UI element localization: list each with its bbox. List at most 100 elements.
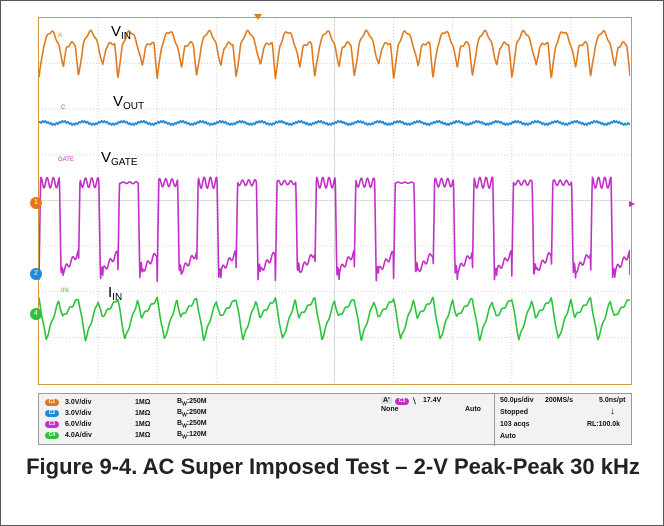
grid-horizontal-dot — [222, 63, 223, 65]
grid-vertical-dot — [215, 204, 217, 205]
grid-horizontal-dot — [54, 108, 55, 110]
grid-vertical-dot — [393, 348, 394, 349]
grid-vertical-dot — [97, 381, 99, 382]
trigger-readout[interactable]: A' C3 ⧵ 17.4V None Auto — [377, 396, 489, 414]
grid-horizontal-dot — [243, 154, 244, 156]
grid-horizontal-dot — [621, 291, 622, 293]
channel-row-1[interactable]: C1 3.0V/div 1MΩ BW:250M — [45, 397, 207, 408]
grid-vertical-dot — [97, 300, 99, 301]
grid-vertical-dot — [156, 324, 158, 325]
timebase-readout[interactable]: 50.0µs/div 200MS/s 5.0ns/pt Stopped ↓ 10… — [494, 394, 634, 446]
grid-vertical-dot — [511, 351, 513, 352]
grid-horizontal-dot — [453, 108, 454, 110]
grid-vertical-dot — [511, 147, 513, 148]
grid-horizontal-dot — [381, 245, 382, 247]
grid-vertical-dot — [393, 24, 394, 25]
grid-horizontal-dot — [627, 291, 628, 293]
grid-horizontal-dot — [546, 63, 547, 65]
grid-vertical-dot — [215, 147, 217, 148]
grid-horizontal-dot — [144, 63, 145, 65]
grid-vertical-dot — [452, 366, 454, 367]
grid-horizontal-dot — [135, 245, 136, 247]
grid-horizontal-dot — [453, 291, 454, 293]
grid-horizontal-dot — [501, 63, 502, 65]
grid-horizontal-dot — [153, 336, 154, 338]
channel-row-2[interactable]: C2 3.0V/div 1MΩ BW:250M — [45, 408, 207, 419]
grid-horizontal-dot — [504, 108, 505, 110]
grid-horizontal-dot — [591, 291, 592, 293]
grid-vertical-dot — [275, 69, 276, 70]
grid-horizontal-dot — [507, 154, 508, 156]
grid-horizontal-dot — [600, 63, 601, 65]
grid-vertical-dot — [215, 135, 217, 136]
grid-horizontal-dot — [222, 245, 223, 247]
grid-horizontal-dot — [132, 291, 133, 293]
grid-vertical-dot — [452, 276, 454, 277]
grid-horizontal-dot — [327, 336, 328, 338]
acquisition-mode: Auto — [500, 433, 516, 440]
grid-vertical-dot — [97, 261, 99, 262]
grid-horizontal-dot — [432, 245, 433, 247]
grid-vertical-dot — [275, 141, 276, 142]
grid-horizontal-dot — [45, 245, 46, 247]
grid-vertical-dot — [452, 234, 454, 235]
grid-horizontal-dot — [465, 154, 466, 156]
grid-horizontal-dot — [396, 245, 397, 247]
grid-horizontal-dot — [213, 245, 214, 247]
grid-horizontal-dot — [609, 63, 610, 65]
grid-horizontal-dot — [177, 336, 178, 338]
grid-vertical-dot — [156, 171, 158, 172]
grid-horizontal-dot — [315, 154, 316, 156]
grid-vertical-dot — [275, 105, 276, 106]
grid-horizontal-dot — [51, 108, 52, 110]
grid-vertical-dot — [156, 90, 158, 91]
grid-horizontal-dot — [222, 108, 223, 110]
grid-vertical-dot — [215, 183, 217, 184]
grid-vertical-dot — [156, 156, 158, 157]
grid-horizontal-dot — [474, 336, 475, 338]
grid-horizontal-dot — [387, 63, 388, 65]
grid-vertical-dot — [393, 45, 394, 46]
grid-vertical-dot — [97, 84, 99, 85]
grid-horizontal-dot — [312, 108, 313, 110]
grid-horizontal-dot — [399, 336, 400, 338]
grid-horizontal-dot — [138, 154, 139, 156]
grid-horizontal-dot — [420, 291, 421, 293]
grid-horizontal-dot — [234, 245, 235, 247]
grid-horizontal-dot — [447, 291, 448, 293]
grid-horizontal-dot — [309, 108, 310, 110]
grid-horizontal-dot — [105, 291, 106, 293]
grid-horizontal-dot — [582, 63, 583, 65]
grid-vertical-dot — [452, 312, 454, 313]
grid-horizontal-dot — [555, 291, 556, 293]
grid-horizontal-dot — [213, 108, 214, 110]
grid-vertical-dot — [393, 201, 394, 202]
grid-vertical-dot — [452, 129, 454, 130]
grid-horizontal-dot — [237, 154, 238, 156]
ch1-ground-marker[interactable]: 1 — [30, 197, 42, 209]
grid-vertical-dot — [156, 351, 158, 352]
grid-vertical-dot — [393, 336, 394, 337]
grid-vertical-dot — [452, 141, 454, 142]
grid-vertical-dot — [275, 90, 276, 91]
ch4-ground-marker[interactable]: 4 — [30, 308, 42, 320]
grid-horizontal-dot — [153, 291, 154, 293]
channel-row-3[interactable]: C3 6.0V/div 1MΩ BW:250M — [45, 419, 207, 430]
grid-vertical-dot — [215, 201, 217, 202]
grid-vertical-dot — [393, 378, 394, 379]
grid-vertical-dot — [275, 30, 276, 31]
ch2-ground-marker[interactable]: 2 — [30, 268, 42, 280]
grid-horizontal-dot — [471, 336, 472, 338]
grid-vertical-dot — [452, 369, 454, 370]
grid-vertical-dot — [97, 273, 99, 274]
grid-vertical-dot — [452, 120, 454, 121]
grid-horizontal-dot — [81, 108, 82, 110]
grid-horizontal-dot — [153, 245, 154, 247]
grid-horizontal-dot — [228, 63, 229, 65]
grid-vertical-dot — [570, 297, 572, 298]
grid-vertical-dot — [570, 132, 572, 133]
channel-row-4[interactable]: C4 4.0A/div 1MΩ BW:120M — [45, 430, 207, 441]
grid-horizontal-dot — [480, 291, 481, 293]
grid-horizontal-dot — [78, 291, 79, 293]
grid-horizontal-dot — [525, 245, 526, 247]
